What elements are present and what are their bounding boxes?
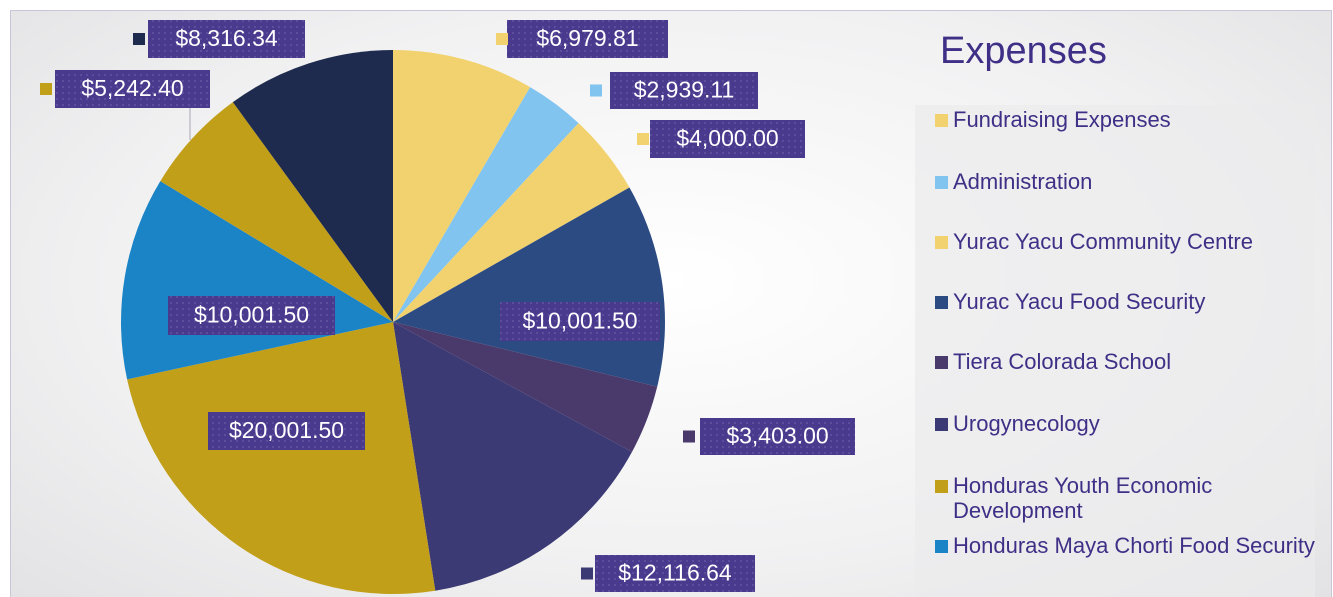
value-label: $3,403.00	[726, 423, 828, 449]
legend-swatch	[935, 236, 948, 249]
value-label-marker	[637, 133, 649, 145]
legend-item: Honduras Maya Chorti Food Security	[935, 533, 1323, 558]
pie-slice	[393, 50, 531, 322]
legend-label: Urogynecology	[953, 411, 1100, 436]
value-label: $12,116.64	[618, 560, 732, 586]
legend-label: Tiera Colorada School	[953, 349, 1172, 374]
legend-label: Administration	[953, 169, 1093, 194]
value-label-box	[700, 418, 855, 455]
value-label-box	[500, 302, 660, 341]
value-label-box	[507, 20, 668, 58]
legend-swatch	[935, 540, 948, 553]
legend-label: Yurac Yacu Food Security	[953, 289, 1206, 314]
legend-label: Honduras Youth Economic Development	[953, 473, 1213, 523]
value-label: $8,316.34	[175, 25, 278, 51]
value-label-box	[168, 296, 335, 335]
pie-slice	[393, 87, 579, 323]
legend: Fundraising Expenses Administration Yurac …	[915, 105, 1315, 597]
legend-swatch	[935, 480, 948, 493]
value-label-box	[610, 72, 758, 109]
value-label-box	[148, 20, 305, 58]
legend-swatch	[935, 296, 948, 309]
value-label-box	[650, 120, 805, 158]
pie-slice	[393, 123, 630, 322]
value-label: $10,001.50	[194, 302, 309, 328]
value-label-marker	[133, 33, 145, 45]
legend-swatch	[935, 176, 948, 189]
legend-label: Fundraising Expenses	[953, 107, 1171, 132]
legend-swatch	[935, 418, 948, 431]
legend-item: Urogynecology	[935, 411, 1323, 436]
value-label: $2,939.11	[634, 77, 735, 103]
legend-swatch	[935, 114, 948, 127]
chart-title: Expenses	[940, 30, 1107, 72]
value-label-marker	[683, 430, 695, 443]
value-label-marker	[590, 84, 602, 97]
pie-slice	[232, 50, 393, 322]
value-label: $4,000.00	[676, 125, 778, 151]
value-label: $6,979.81	[536, 25, 638, 51]
value-label: $5,242.40	[81, 75, 183, 101]
legend-item: Honduras Youth Economic Development	[935, 473, 1323, 523]
value-label: $10,001.50	[522, 308, 637, 334]
pie-slice	[160, 102, 393, 322]
value-label-marker	[581, 567, 593, 580]
legend-item: Fundraising Expenses	[935, 107, 1323, 132]
pie-slice	[393, 322, 633, 591]
legend-item: Administration	[935, 169, 1323, 194]
value-label-marker	[40, 83, 52, 95]
value-label-box	[55, 70, 210, 108]
legend-item: Tiera Colorada School	[935, 349, 1323, 374]
legend-label: Yurac Yacu Community Centre	[953, 229, 1253, 254]
value-label-box	[208, 412, 365, 450]
legend-item: Yurac Yacu Community Centre	[935, 229, 1323, 254]
value-label: $20,001.50	[229, 417, 344, 443]
value-label-marker	[496, 33, 508, 45]
legend-item: Yurac Yacu Food Security	[935, 289, 1323, 314]
pie-slice	[393, 322, 658, 452]
legend-swatch	[935, 356, 948, 369]
value-label-box	[595, 555, 755, 592]
pie-slice	[127, 322, 436, 594]
legend-label: Honduras Maya Chorti Food Security	[953, 533, 1315, 558]
